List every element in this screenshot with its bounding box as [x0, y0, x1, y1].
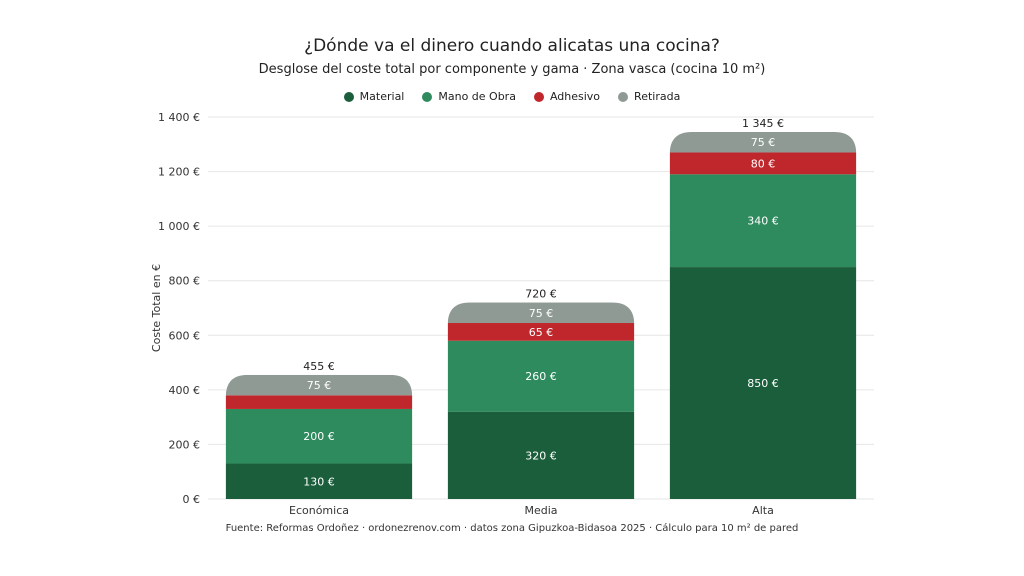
y-tick-label: 400 €: [169, 384, 201, 397]
y-tick-label: 1 400 €: [158, 111, 200, 124]
x-tick-label: Económica: [289, 504, 349, 517]
legend-swatch: [618, 91, 629, 102]
y-tick-label: 1 000 €: [158, 220, 200, 233]
y-tick-label: 0 €: [183, 493, 201, 506]
bar-segment-label: 320 €: [525, 449, 557, 462]
bar-segment: [669, 174, 857, 268]
legend-swatch: [533, 91, 544, 102]
legend-item-2[interactable]: Adhesivo: [533, 90, 601, 103]
y-tick-label: 600 €: [169, 329, 201, 342]
y-axis-label: Coste Total en €: [150, 264, 163, 352]
legend-swatch: [343, 91, 354, 102]
legend-item-1[interactable]: Mano de Obra: [422, 90, 516, 103]
bar-segment-label: 80 €: [751, 157, 776, 170]
x-tick-label: Media: [524, 504, 557, 517]
bar-segment-label: 260 €: [525, 370, 557, 383]
legend-swatch: [422, 91, 433, 102]
bar-segment-label: 130 €: [303, 475, 335, 488]
bar-segment: [225, 408, 413, 464]
chart-subtitle: Desglose del coste total por componente …: [258, 62, 766, 77]
y-tick-label: 800 €: [169, 275, 201, 288]
bar-segment: [669, 267, 857, 499]
y-tick-label: 200 €: [169, 438, 201, 451]
bar-stack: [447, 302, 635, 499]
bar-total-label: 455 €: [303, 360, 335, 373]
bar-stack: [225, 374, 413, 499]
chart-title: ¿Dónde va el dinero cuando alicatas una …: [304, 36, 720, 56]
bar-segment-label: 340 €: [747, 215, 779, 228]
bar-segment: [225, 463, 413, 499]
bar-segment: [447, 340, 635, 412]
bar-segment-label: 75 €: [307, 379, 332, 392]
legend-label: Retirada: [634, 90, 681, 103]
bar-segment-label: 75 €: [529, 307, 554, 320]
legend-item-0[interactable]: Material: [343, 90, 405, 103]
legend-label: Material: [359, 90, 405, 103]
chart-legend: Material Mano de Obra Adhesivo Retirada: [0, 90, 1024, 103]
chart-source-note: Fuente: Reformas Ordoñez · ordonezrenov.…: [225, 523, 799, 534]
bar-stack: [669, 132, 857, 499]
bar-segment: [669, 152, 857, 175]
bar-segment: [225, 374, 413, 396]
bar-segment: [225, 395, 413, 409]
bar-total-label: 720 €: [525, 288, 557, 301]
bar-segment: [669, 132, 857, 153]
legend-item-3[interactable]: Retirada: [618, 90, 680, 103]
bar-segment-label: 200 €: [303, 430, 335, 443]
bar-segment-label: 850 €: [747, 377, 779, 390]
bar-segment: [447, 302, 635, 324]
x-tick-label: Alta: [752, 504, 774, 517]
bar-segment: [447, 411, 635, 499]
bar-segment: [447, 323, 635, 341]
bar-segment-label: 75 €: [751, 136, 776, 149]
legend-label: Mano de Obra: [438, 90, 516, 103]
bar-segment-label: 65 €: [529, 326, 554, 339]
y-tick-label: 1 200 €: [158, 166, 200, 179]
bar-total-label: 1 345 €: [742, 117, 784, 130]
legend-label: Adhesivo: [549, 90, 601, 103]
